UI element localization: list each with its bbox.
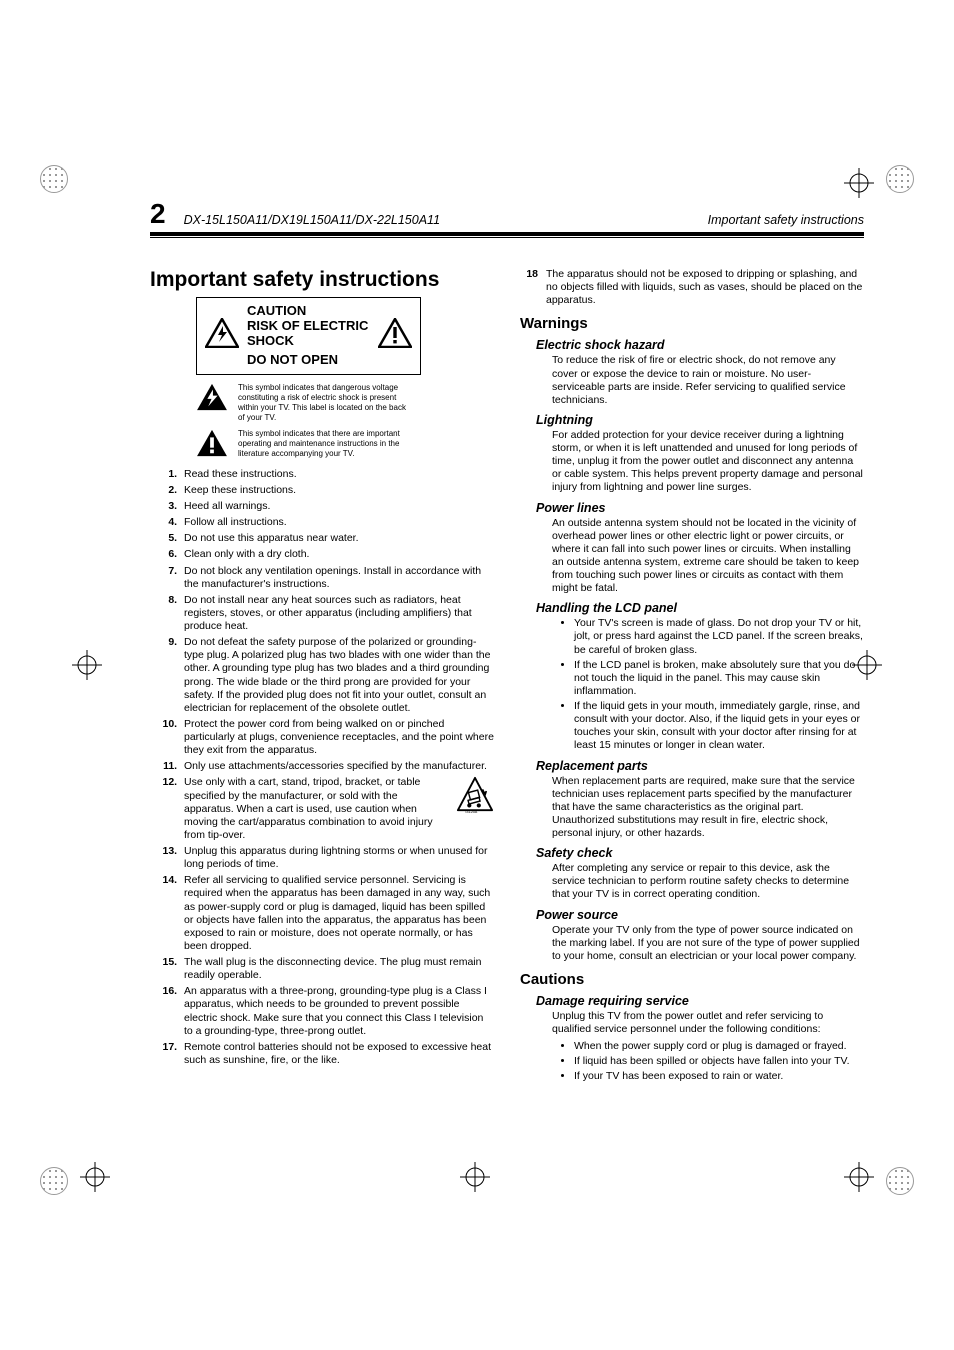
instruction-item: Do not defeat the safety purpose of the … xyxy=(180,636,494,715)
instruction-item: Only use attachments/accessories specifi… xyxy=(180,760,494,773)
instruction-item: Protect the power cord from being walked… xyxy=(180,718,494,757)
header-section-title: Important safety instructions xyxy=(708,213,864,230)
warning-body: An outside antenna system should not be … xyxy=(552,517,864,596)
instruction-item: Unplug this apparatus during lightning s… xyxy=(180,845,494,871)
print-mark-dotgrid xyxy=(40,1167,68,1195)
caution-line3: DO NOT OPEN xyxy=(247,353,370,368)
list-item: If your TV has been exposed to rain or w… xyxy=(574,1070,864,1083)
instruction-item: Heed all warnings. xyxy=(180,500,494,513)
instruction-item-18: 18 The apparatus should not be exposed t… xyxy=(520,268,864,307)
list-item: If the LCD panel is broken, make absolut… xyxy=(574,659,864,698)
shock-triangle-icon xyxy=(205,318,239,353)
warning-body: Operate your TV only from the type of po… xyxy=(552,924,864,963)
instruction-item: Do not use this apparatus near water. xyxy=(180,532,494,545)
warning-title-power-lines: Power lines xyxy=(536,501,864,515)
warnings-heading: Warnings xyxy=(520,315,864,332)
caution-body: Unplug this TV from the power outlet and… xyxy=(552,1010,864,1036)
list-item: If liquid has been spilled or objects ha… xyxy=(574,1055,864,1068)
instruction-item: The wall plug is the disconnecting devic… xyxy=(180,956,494,982)
instruction-item: Refer all servicing to qualified service… xyxy=(180,874,494,953)
warning-title-replacement-parts: Replacement parts xyxy=(536,759,864,773)
warning-title-electric-shock: Electric shock hazard xyxy=(536,338,864,352)
exclamation-triangle-icon xyxy=(378,318,412,353)
instruction-item: An apparatus with a three-prong, groundi… xyxy=(180,985,494,1038)
instruction-item: Do not block any ventilation openings. I… xyxy=(180,565,494,591)
instruction-item: Keep these instructions. xyxy=(180,484,494,497)
list-item: Your TV's screen is made of glass. Do no… xyxy=(574,617,864,656)
shock-triangle-icon xyxy=(196,383,228,416)
svg-text:i3125A: i3125A xyxy=(466,811,478,815)
symbol-bolt-text: This symbol indicates that dangerous vol… xyxy=(238,383,408,423)
cautions-heading: Cautions xyxy=(520,971,864,988)
instruction-item: Remote control batteries should not be e… xyxy=(180,1041,494,1067)
damage-bullets: When the power supply cord or plug is da… xyxy=(552,1040,864,1083)
caution-text: CAUTION RISK OF ELECTRIC SHOCK DO NOT OP… xyxy=(247,304,370,368)
crosshair-mark xyxy=(852,650,882,680)
caution-line2: RISK OF ELECTRIC SHOCK xyxy=(247,319,370,349)
instruction-item: Do not install near any heat sources suc… xyxy=(180,594,494,633)
instruction-item: Clean only with a dry cloth. xyxy=(180,548,494,561)
instruction-item: Follow all instructions. xyxy=(180,516,494,529)
crosshair-mark xyxy=(460,1162,490,1192)
warning-title-power-source: Power source xyxy=(536,908,864,922)
symbol-excl-text: This symbol indicates that there are imp… xyxy=(238,429,408,459)
instruction-list: Read these instructions. Keep these instr… xyxy=(150,468,494,1067)
list-item: When the power supply cord or plug is da… xyxy=(574,1040,864,1053)
warning-body: For added protection for your device rec… xyxy=(552,429,864,495)
warning-title-lightning: Lightning xyxy=(536,413,864,427)
page-number: 2 xyxy=(150,200,166,230)
caution-line1: CAUTION xyxy=(247,304,370,319)
instruction-item: Read these instructions. xyxy=(180,468,494,481)
warning-body: When replacement parts are required, mak… xyxy=(552,775,864,841)
crosshair-mark xyxy=(844,1162,874,1192)
instruction-item: i3125AUse only with a cart, stand, tripo… xyxy=(180,776,494,842)
crosshair-mark xyxy=(72,650,102,680)
warning-body: To reduce the risk of fire or electric s… xyxy=(552,354,864,407)
caution-title-damage: Damage requiring service xyxy=(536,994,864,1008)
crosshair-mark xyxy=(80,1162,110,1192)
model-line: DX-15L150A11/DX19L150A11/DX-22L150A11 xyxy=(184,213,708,230)
print-mark-dotgrid xyxy=(886,1167,914,1195)
print-mark-dotgrid xyxy=(40,165,68,193)
lcd-panel-bullets: Your TV's screen is made of glass. Do no… xyxy=(552,617,864,752)
crosshair-mark xyxy=(844,168,874,198)
list-item: If the liquid gets in your mouth, immedi… xyxy=(574,700,864,753)
tip-over-cart-icon: i3125A xyxy=(456,776,494,818)
print-mark-dotgrid xyxy=(886,165,914,193)
header-rule-thick xyxy=(150,232,864,236)
warning-body: After completing any service or repair t… xyxy=(552,862,864,901)
exclamation-triangle-icon xyxy=(196,429,228,462)
warning-title-lcd-panel: Handling the LCD panel xyxy=(536,601,864,615)
warning-title-safety-check: Safety check xyxy=(536,846,864,860)
caution-box: CAUTION RISK OF ELECTRIC SHOCK DO NOT OP… xyxy=(196,297,421,375)
header-rule-thin xyxy=(150,237,864,238)
main-heading: Important safety instructions xyxy=(150,268,494,291)
